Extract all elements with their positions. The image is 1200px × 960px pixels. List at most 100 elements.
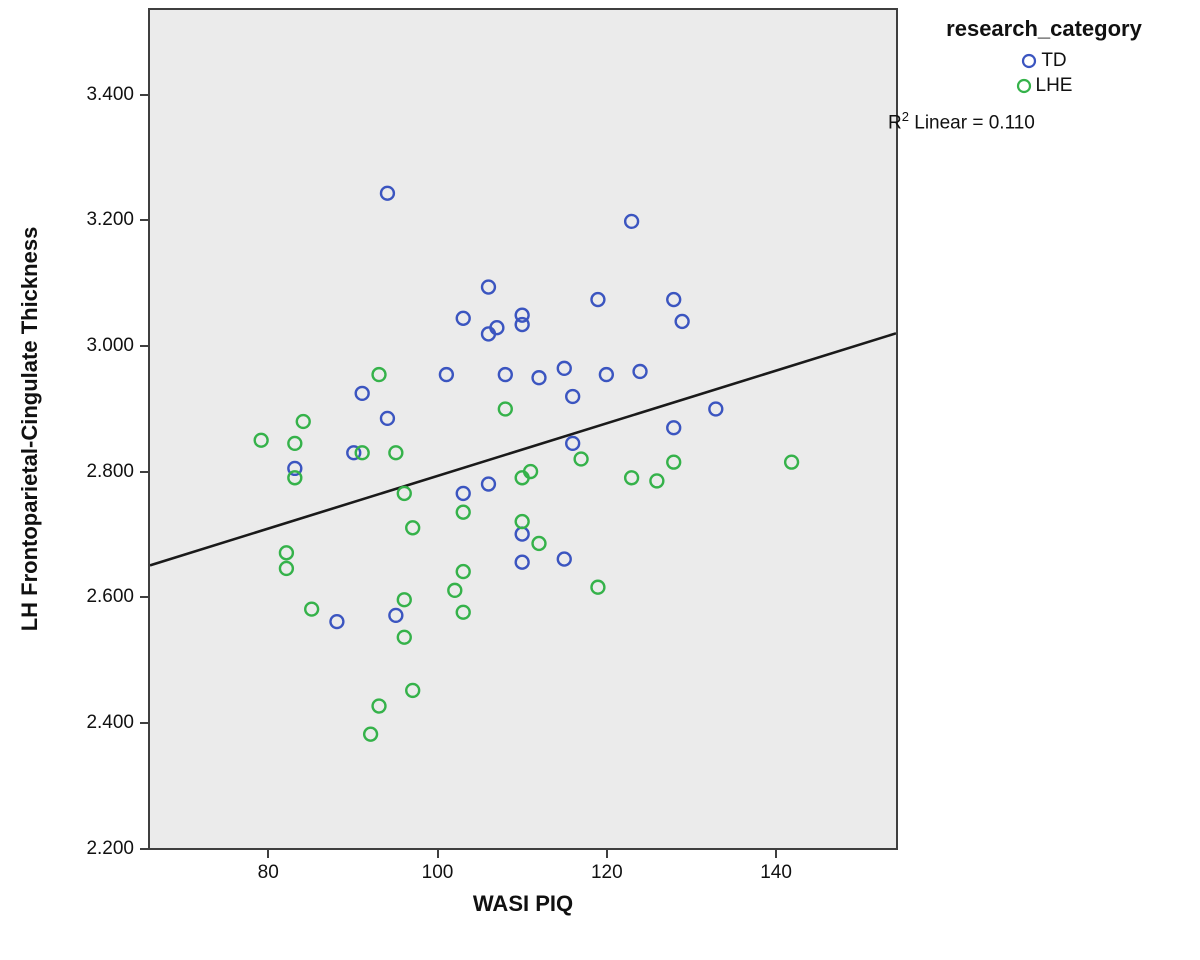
point-td: [514, 554, 530, 570]
point-lhe: [447, 582, 463, 599]
point-td: [666, 291, 682, 308]
x-tick-label: 100: [421, 862, 454, 883]
point-td: [379, 410, 396, 427]
point-td: [598, 366, 615, 383]
y-tick-label: 2.600: [86, 586, 134, 608]
point-td: [514, 307, 530, 323]
point-td: [480, 279, 497, 295]
plot-area: [148, 8, 898, 850]
legend-item-label: TD: [1041, 50, 1067, 71]
x-tick-label: 120: [590, 862, 623, 883]
fit-line: [150, 332, 896, 567]
point-td: [708, 401, 724, 417]
point-lhe: [396, 485, 412, 502]
point-td: [514, 526, 530, 542]
point-td: [346, 445, 362, 461]
y-tick-label: 3.200: [86, 209, 134, 231]
y-tick-mark: [140, 470, 148, 473]
x-axis-title: WASI PIQ: [472, 891, 574, 916]
legend: research_category TD LHE R2 Linear = 0.11…: [888, 16, 1200, 134]
y-tick-mark: [140, 93, 148, 96]
y-tick-label: 2.800: [86, 460, 134, 482]
y-tick-mark: [140, 345, 148, 348]
point-lhe: [573, 451, 589, 467]
y-tick-mark: [140, 596, 148, 599]
r2-superscript: 2: [901, 109, 909, 124]
y-tick-mark: [140, 219, 148, 222]
point-lhe: [455, 563, 471, 580]
point-td: [438, 366, 455, 383]
point-td: [632, 363, 648, 380]
legend-item-lhe: LHE: [1016, 75, 1073, 97]
point-lhe: [278, 560, 295, 577]
r2-base: R: [888, 112, 902, 134]
point-lhe: [396, 592, 412, 608]
point-lhe: [405, 682, 421, 699]
point-lhe: [396, 629, 412, 645]
y-tick-label: 2.400: [86, 712, 134, 734]
point-lhe: [497, 401, 513, 417]
point-lhe: [405, 520, 421, 536]
point-td: [531, 370, 547, 386]
point-lhe: [531, 535, 547, 552]
point-lhe: [362, 726, 379, 742]
point-lhe: [295, 413, 311, 430]
point-lhe: [649, 473, 665, 489]
legend-item-td: TD: [1021, 50, 1067, 72]
point-lhe: [354, 445, 370, 461]
point-td: [329, 613, 345, 630]
scatter-points-layer: [150, 185, 896, 742]
point-lhe: [278, 545, 295, 561]
y-tick-label: 2.200: [86, 837, 134, 859]
point-lhe: [623, 470, 640, 486]
y-tick-mark: [140, 722, 148, 725]
x-tick-label: 80: [257, 862, 279, 883]
point-lhe: [371, 698, 387, 714]
point-td: [666, 420, 682, 436]
point-td: [556, 360, 572, 377]
y-tick-mark: [140, 847, 148, 850]
point-lhe: [287, 435, 303, 452]
x-tick-mark: [267, 850, 270, 858]
point-lhe: [590, 579, 606, 595]
point-lhe: [783, 454, 800, 470]
y-axis-title: LH Frontoparietal-Cingulate Thickness: [17, 226, 42, 632]
point-td: [388, 607, 404, 624]
point-lhe: [455, 504, 471, 520]
point-td: [590, 291, 606, 308]
legend-items: TD LHE: [888, 50, 1200, 97]
point-lhe: [304, 601, 320, 617]
point-td: [497, 366, 513, 383]
r2-text: Linear = 0.110: [908, 112, 1035, 134]
point-td: [480, 476, 497, 492]
point-td: [623, 213, 640, 230]
point-td: [480, 326, 497, 342]
point-lhe: [666, 454, 682, 470]
legend-title: research_category: [946, 16, 1142, 41]
x-tick-mark: [436, 850, 439, 858]
legend-marker-circle-icon: [1016, 78, 1031, 94]
y-tick-label: 3.000: [86, 335, 134, 357]
point-lhe: [253, 432, 269, 448]
legend-marker-circle-icon: [1022, 53, 1037, 69]
point-td: [455, 485, 471, 502]
x-tick-label: 140: [760, 862, 792, 883]
point-td: [287, 460, 303, 477]
point-lhe: [514, 470, 530, 486]
point-lhe: [388, 445, 404, 461]
legend-item-label: LHE: [1035, 75, 1073, 96]
point-td: [674, 313, 690, 330]
point-td: [379, 185, 396, 201]
point-lhe: [287, 470, 303, 486]
point-lhe: [514, 513, 530, 530]
point-lhe: [371, 366, 387, 383]
point-td: [565, 435, 581, 452]
point-td: [556, 551, 572, 567]
point-lhe: [455, 604, 471, 620]
point-td: [565, 388, 581, 405]
point-td: [455, 310, 471, 326]
x-tick-mark: [605, 850, 608, 858]
point-td: [514, 316, 530, 333]
y-tick-label: 3.400: [86, 83, 134, 105]
